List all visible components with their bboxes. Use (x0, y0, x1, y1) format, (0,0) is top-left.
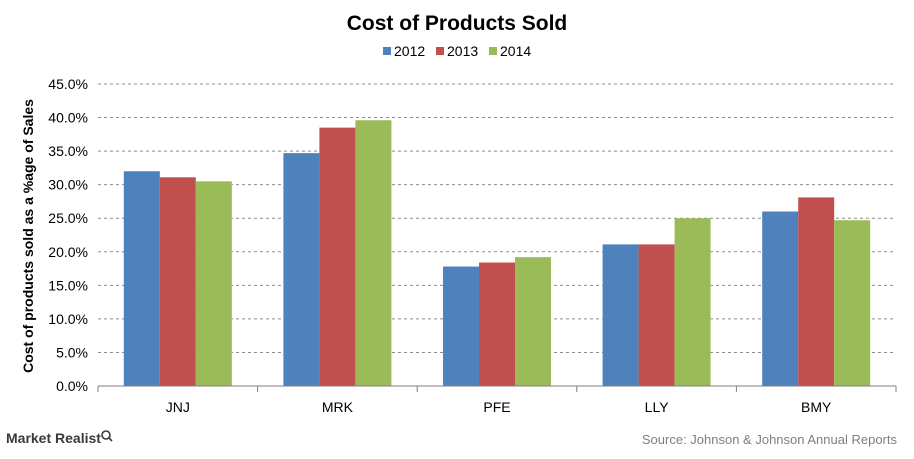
bar-pfe-2013 (479, 262, 515, 386)
y-tick-label: 35.0% (48, 143, 88, 159)
legend-swatch-2014 (489, 47, 497, 55)
y-tick-label: 30.0% (48, 177, 88, 193)
y-tick-label: 5.0% (56, 344, 88, 360)
bar-lly-2012 (602, 244, 639, 386)
legend-label-2014: 2014 (500, 43, 531, 59)
market-realist-logo: Market Realist (6, 430, 113, 446)
y-axis-ticks: 0.0% 5.0% 10.0% 15.0% 20.0% 25.0% 30.0% 35.0% 40… (48, 76, 88, 394)
bars (123, 120, 871, 387)
legend-swatch-2013 (436, 47, 444, 55)
y-tick-label: 15.0% (48, 277, 88, 293)
legend-label-2013: 2013 (447, 43, 478, 59)
bar-bmy-2012 (762, 211, 799, 386)
y-tick-label: 40.0% (48, 110, 88, 126)
x-tick-label: BMY (801, 399, 832, 415)
x-tick-label: MRK (322, 399, 354, 415)
y-tick-label: 20.0% (48, 244, 88, 260)
y-tick-label: 25.0% (48, 210, 88, 226)
bar-mrk-2013 (319, 127, 356, 386)
y-tick-label: 45.0% (48, 76, 88, 92)
bar-jnj-2013 (159, 177, 196, 386)
bar-pfe-2012 (443, 266, 479, 386)
bar-jnj-2012 (123, 171, 160, 386)
x-axis-ticks: JNJ MRK PFE LLY BMY (166, 399, 832, 415)
logo-text: Market Realist (6, 430, 101, 446)
legend-label-2012: 2012 (394, 43, 425, 59)
bar-bmy-2014 (834, 220, 871, 386)
bar-lly-2014 (674, 218, 711, 386)
x-tick-label: JNJ (166, 399, 190, 415)
bar-bmy-2013 (798, 197, 835, 386)
x-tick-label: LLY (645, 399, 670, 415)
bar-lly-2013 (638, 244, 675, 386)
y-tick-label: 10.0% (48, 311, 88, 327)
bar-mrk-2012 (283, 153, 320, 386)
bar-jnj-2014 (195, 181, 232, 386)
x-axis (97, 385, 897, 392)
x-tick-label: PFE (483, 399, 510, 415)
magnifier-icon (101, 430, 113, 442)
y-tick-label: 0.0% (56, 378, 88, 394)
chart-title: Cost of Products Sold (347, 12, 568, 35)
bar-mrk-2014 (355, 120, 392, 387)
bar-pfe-2014 (515, 257, 551, 386)
source-note: Source: Johnson & Johnson Annual Reports (642, 432, 898, 447)
y-axis-label: Cost of products sold as a %age of Sales (20, 99, 36, 373)
legend-swatch-2012 (383, 47, 391, 55)
legend: 2012 2013 2014 (383, 43, 531, 59)
